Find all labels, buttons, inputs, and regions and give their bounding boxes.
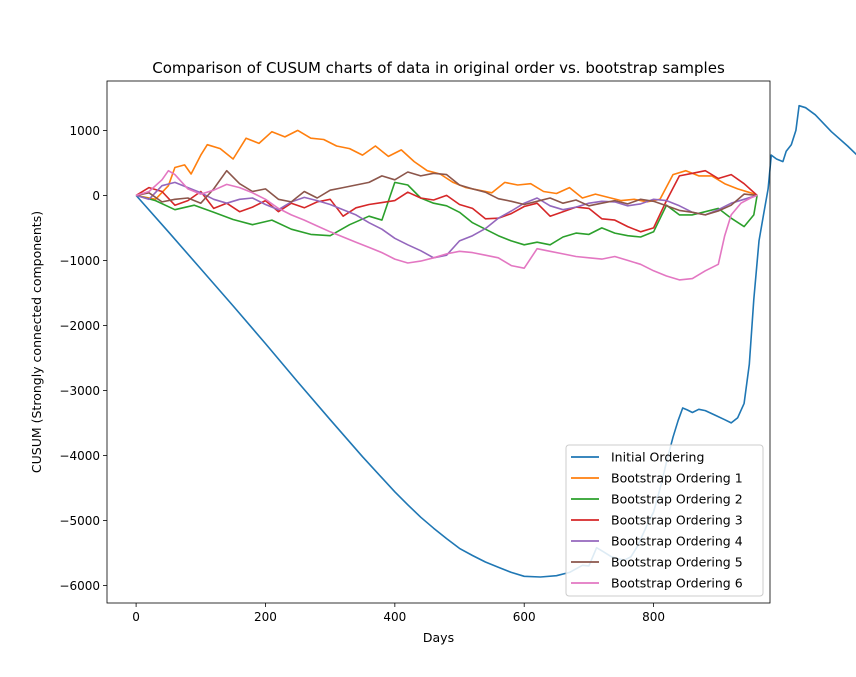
- y-tick-label-2: −4000: [59, 449, 100, 463]
- y-axis-label: CUSUM (Strongly connected components): [29, 211, 44, 473]
- legend-label-0: Initial Ordering: [611, 450, 704, 465]
- y-tick-label-3: −3000: [59, 384, 100, 398]
- x-axis-ticks: 0 200 400 600 800: [132, 603, 665, 624]
- y-tick-label-4: −2000: [59, 319, 100, 333]
- y-tick-label-7: 1000: [69, 124, 100, 138]
- x-tick-label-3: 600: [513, 610, 536, 624]
- series-line-2: [135, 181, 758, 246]
- y-tick-label-0: −6000: [59, 579, 100, 593]
- x-axis-label: Days: [423, 630, 454, 645]
- legend-label-5: Bootstrap Ordering 5: [611, 555, 743, 570]
- series-lines: [135, 104, 856, 578]
- axes-frame: [106, 80, 771, 604]
- legend: Initial Ordering Bootstrap Ordering 1 Boot…: [565, 444, 764, 597]
- series-line-6: [135, 169, 758, 281]
- y-tick-label-5: −1000: [59, 254, 100, 268]
- series-line-4: [135, 181, 758, 259]
- x-tick-label-4: 800: [642, 610, 665, 624]
- series-line-3: [135, 169, 758, 233]
- legend-label-1: Bootstrap Ordering 1: [611, 471, 743, 486]
- chart-title: Comparison of CUSUM charts of data in or…: [152, 59, 725, 77]
- y-tick-label-1: −5000: [59, 514, 100, 528]
- legend-frame: [565, 444, 764, 597]
- plot-area: [106, 80, 856, 604]
- legend-label-2: Bootstrap Ordering 2: [611, 492, 743, 507]
- series-line-1: [135, 129, 758, 203]
- x-tick-label-1: 200: [254, 610, 277, 624]
- legend-label-6: Bootstrap Ordering 6: [611, 576, 743, 591]
- x-tick-label-0: 0: [132, 610, 140, 624]
- legend-label-3: Bootstrap Ordering 3: [611, 513, 743, 528]
- series-line-5: [135, 169, 758, 216]
- x-tick-label-2: 400: [383, 610, 406, 624]
- y-axis-ticks: −6000 −5000 −4000 −3000 −2000 −1000 0 1000: [59, 124, 107, 593]
- legend-label-4: Bootstrap Ordering 4: [611, 534, 743, 549]
- y-tick-label-6: 0: [92, 189, 100, 203]
